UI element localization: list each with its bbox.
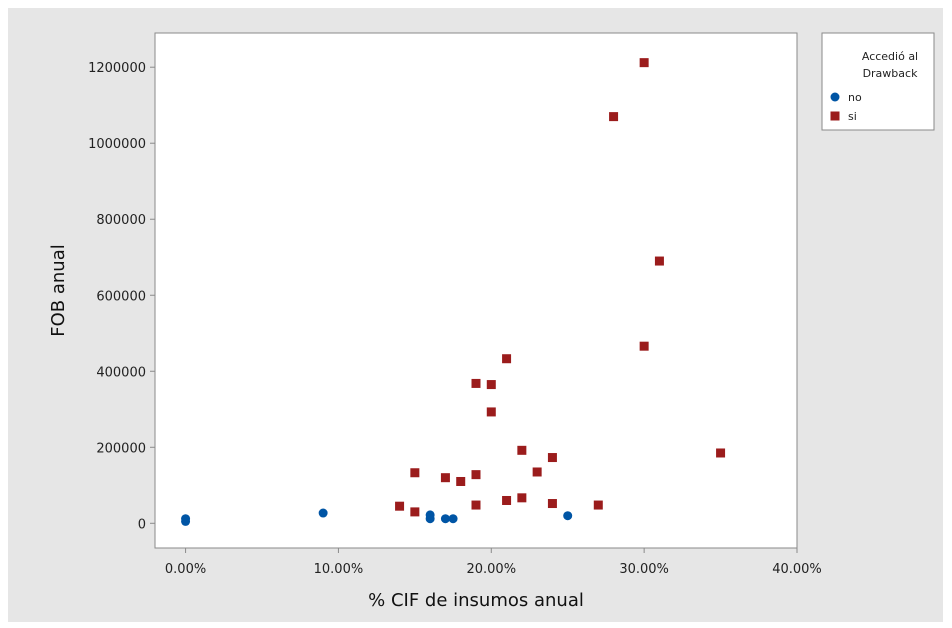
- x-axis: 0.00% 10.00% 20.00% 30.00% 40.00%: [165, 548, 822, 577]
- y-tick-label: 0: [138, 517, 146, 532]
- x-tick-label: 10.00%: [314, 562, 364, 577]
- point-si: [517, 445, 527, 455]
- point-si: [440, 473, 450, 483]
- point-si: [716, 448, 726, 458]
- point-si: [456, 476, 466, 486]
- y-tick-label: 1000000: [88, 137, 146, 152]
- plot-area: [154, 32, 798, 549]
- y-axis-title: FOB anual: [48, 244, 69, 336]
- point-si: [639, 341, 649, 351]
- point-si: [517, 493, 527, 503]
- point-si: [654, 256, 664, 266]
- x-tick-label: 30.00%: [619, 562, 669, 577]
- point-si: [547, 453, 557, 463]
- y-tick-label: 400000: [96, 365, 146, 380]
- legend-marker-no: [830, 92, 840, 102]
- legend-marker-si: [830, 111, 840, 121]
- point-no: [318, 508, 328, 518]
- point-si: [547, 499, 557, 509]
- point-si: [609, 112, 619, 122]
- legend-label-si: si: [848, 110, 857, 123]
- y-tick-label: 1200000: [88, 61, 146, 76]
- point-si: [532, 467, 542, 477]
- point-si: [471, 500, 481, 510]
- point-no: [448, 514, 458, 524]
- legend-title-line-1: Accedió al: [862, 50, 918, 63]
- point-no: [425, 510, 435, 520]
- point-si: [639, 58, 649, 68]
- point-si: [502, 495, 512, 505]
- legend-title-line-2: Drawback: [863, 67, 919, 80]
- point-si: [486, 407, 496, 417]
- point-si: [410, 468, 420, 478]
- point-si: [502, 354, 512, 364]
- point-no: [563, 511, 573, 521]
- point-no: [440, 514, 450, 524]
- point-no: [181, 514, 191, 524]
- legend-box: [821, 32, 935, 131]
- point-si: [593, 500, 603, 510]
- x-tick-label: 0.00%: [165, 562, 206, 577]
- legend: Accedió al Drawback no si: [821, 32, 935, 131]
- point-si: [471, 378, 481, 388]
- legend-label-no: no: [848, 91, 862, 104]
- point-si: [410, 507, 420, 517]
- point-si: [395, 501, 405, 511]
- x-axis-title: % CIF de insumos anual: [368, 590, 584, 611]
- data-points: [181, 58, 726, 526]
- y-tick-label: 200000: [96, 441, 146, 456]
- x-tick-label: 20.00%: [466, 562, 516, 577]
- point-si: [471, 470, 481, 480]
- y-axis: 0 200000 400000 600000 800000 1000000 1200000: [88, 61, 155, 532]
- x-tick-label: 40.00%: [772, 562, 822, 577]
- point-si: [486, 380, 496, 390]
- y-tick-label: 600000: [96, 289, 146, 304]
- y-tick-label: 800000: [96, 213, 146, 228]
